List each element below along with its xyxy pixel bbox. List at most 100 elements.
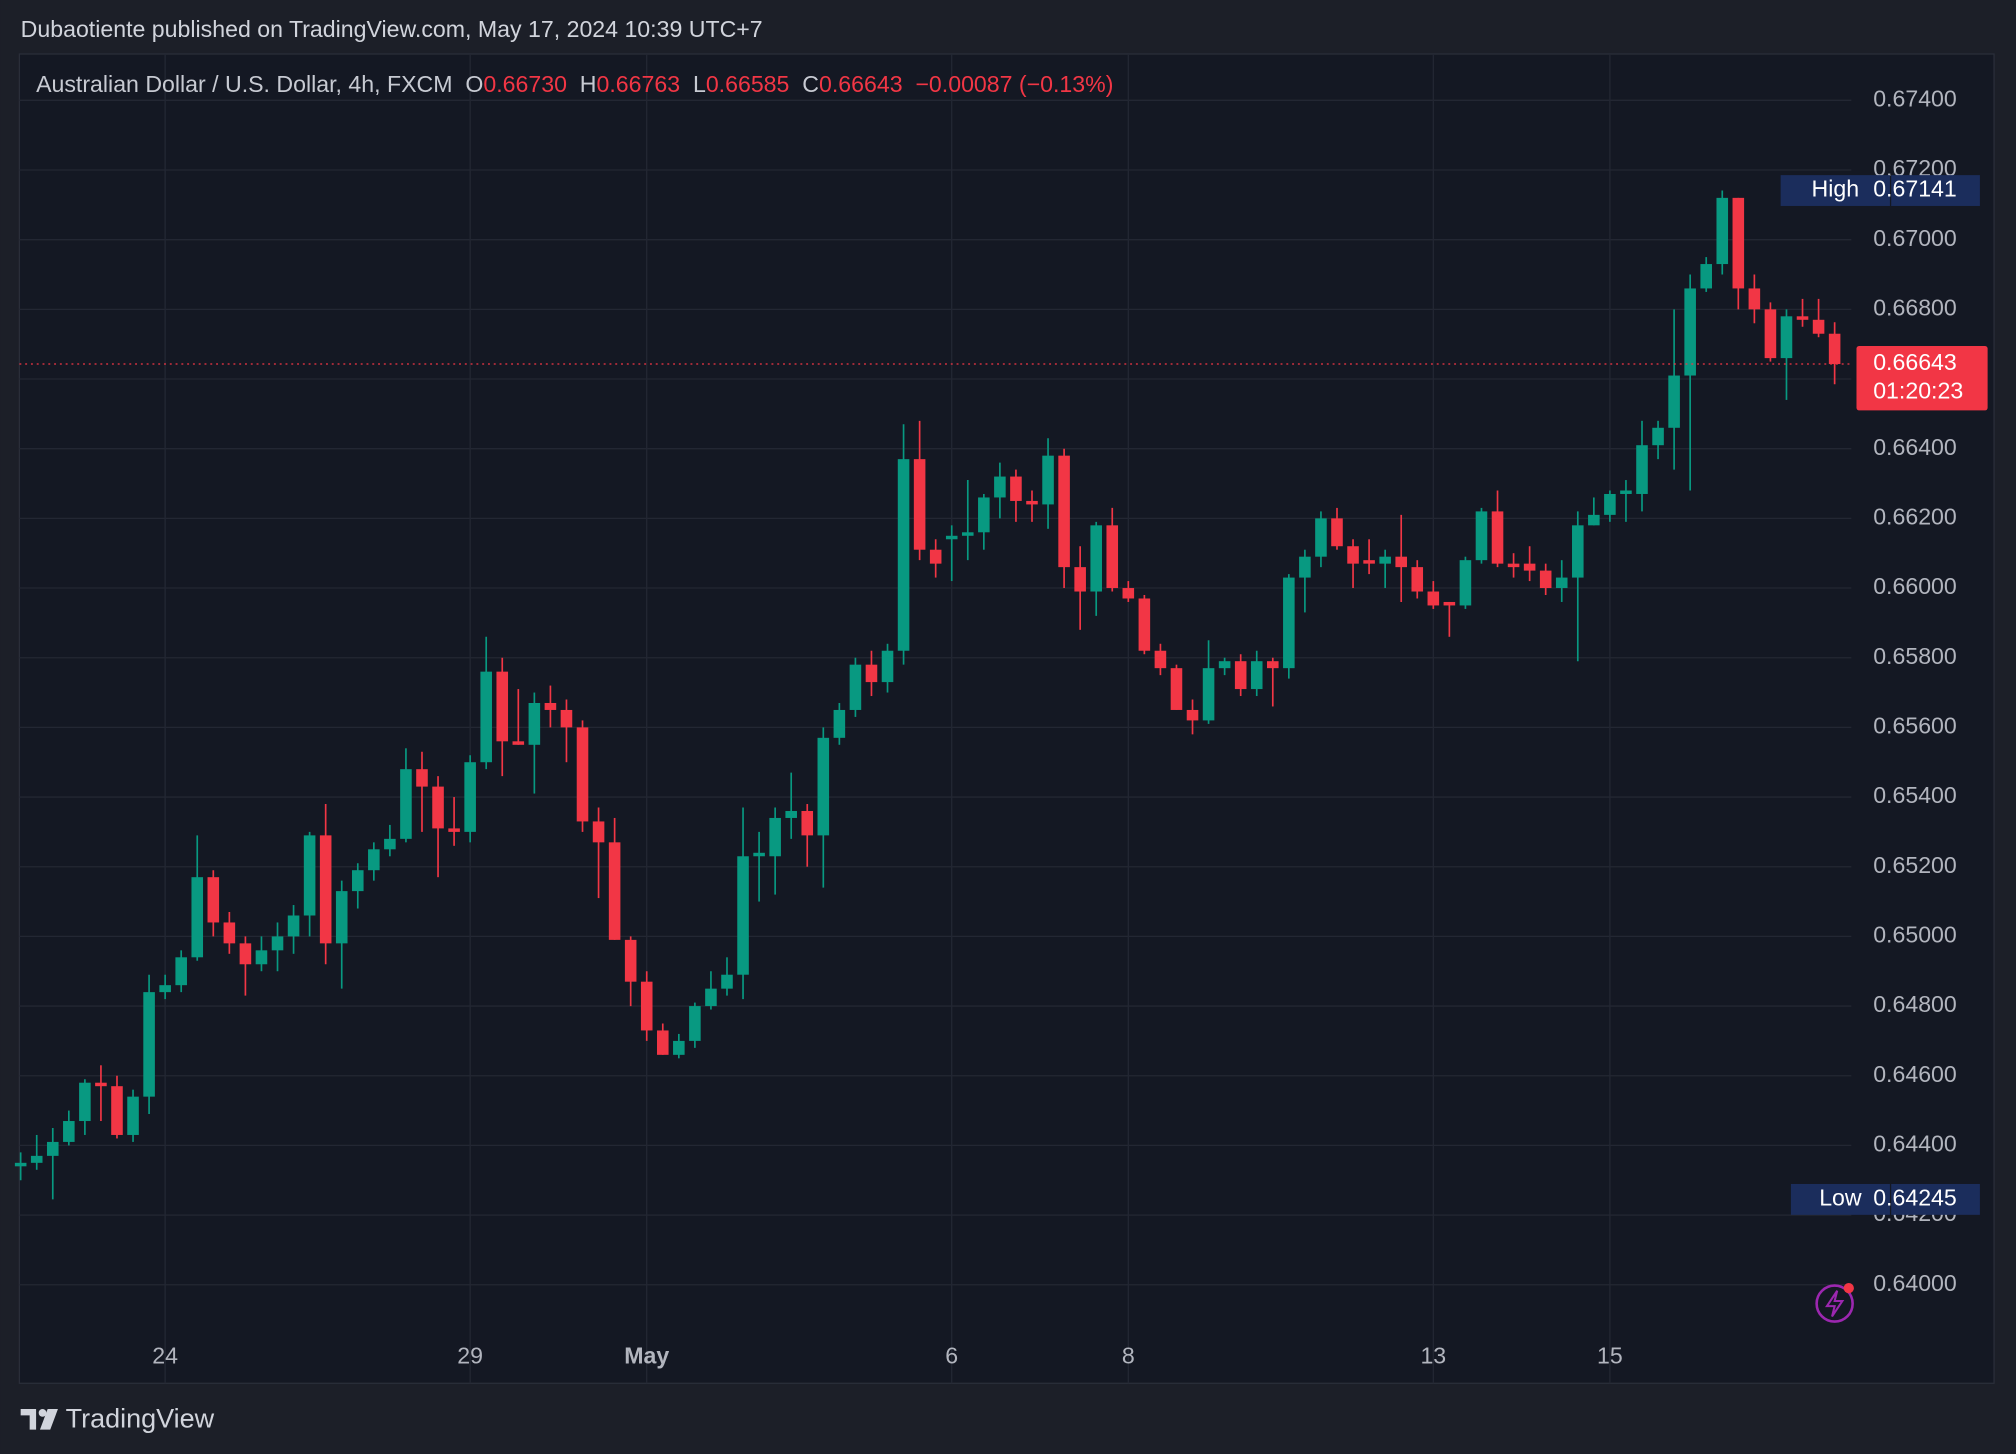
- legend-item: 0.66643: [819, 71, 903, 97]
- body: [1170, 668, 1183, 710]
- body: [961, 532, 974, 536]
- body: [1732, 197, 1745, 289]
- body: [640, 981, 653, 1031]
- body: [913, 459, 926, 550]
- body: [1684, 288, 1696, 376]
- body: [1764, 309, 1777, 359]
- x-tick-label: 24: [152, 1343, 178, 1369]
- brand-logo: [20, 1409, 58, 1430]
- body: [384, 838, 396, 850]
- y-tick-label: 0.66400: [1873, 434, 1957, 460]
- y-tick-label: 0.65600: [1873, 712, 1957, 738]
- body: [271, 936, 284, 951]
- body: [400, 769, 412, 839]
- body: [1283, 577, 1295, 669]
- body: [79, 1082, 91, 1122]
- y-tick-label: 0.65800: [1873, 643, 1957, 669]
- lightning-icon: [1815, 1283, 1854, 1323]
- body: [335, 891, 348, 944]
- body: [929, 549, 942, 564]
- body: [897, 459, 910, 651]
- y-tick-label: 0.66200: [1873, 503, 1957, 529]
- body: [1122, 588, 1135, 599]
- badge-label: Low: [1819, 1185, 1862, 1211]
- symbol-legend: Australian Dollar / U.S. Dollar, 4h, FXC…: [36, 71, 1113, 97]
- badge-value-bg: [1891, 175, 1980, 206]
- body: [1267, 661, 1279, 669]
- body: [624, 939, 637, 982]
- x-tick-label: 13: [1420, 1343, 1446, 1369]
- body: [1668, 375, 1680, 428]
- body: [1315, 518, 1327, 557]
- plot-area: [18, 53, 1995, 1384]
- y-tick-label: 0.67400: [1873, 85, 1957, 111]
- body: [753, 852, 765, 857]
- brand: TradingView: [66, 1404, 215, 1434]
- badge-label: High: [1811, 176, 1859, 202]
- body: [255, 950, 268, 965]
- price-badge: [1856, 346, 1988, 411]
- body: [143, 992, 155, 1097]
- body: [303, 835, 316, 916]
- body: [1555, 577, 1568, 589]
- body: [1042, 455, 1054, 505]
- legend-item: Australian Dollar / U.S. Dollar, 4h, FXC…: [36, 71, 452, 97]
- body: [287, 915, 300, 937]
- body: [1186, 709, 1199, 721]
- body: [1780, 316, 1793, 359]
- body: [207, 877, 220, 923]
- body: [544, 702, 557, 710]
- y-tick-label: 0.64800: [1873, 991, 1957, 1017]
- body: [705, 988, 717, 1007]
- legend-item: C: [802, 71, 819, 97]
- y-tick-label: 0.67000: [1873, 225, 1957, 251]
- badge-label-bg: [1780, 175, 1890, 206]
- body: [673, 1040, 685, 1055]
- body: [512, 741, 525, 745]
- y-tick-label: 0.65400: [1873, 782, 1957, 808]
- body: [1636, 445, 1648, 494]
- body: [849, 664, 862, 710]
- body: [1299, 556, 1311, 578]
- x-tick-label: May: [624, 1343, 669, 1369]
- body: [1700, 264, 1712, 289]
- body: [721, 974, 733, 989]
- x-tick-label: 15: [1597, 1343, 1623, 1369]
- body: [175, 957, 187, 986]
- body: [689, 1006, 701, 1041]
- body: [30, 1155, 43, 1163]
- body: [319, 835, 332, 944]
- body: [1379, 556, 1391, 564]
- body: [560, 709, 573, 728]
- body: [833, 709, 846, 738]
- body: [1090, 525, 1102, 592]
- body: [1347, 546, 1359, 564]
- body: [351, 870, 364, 892]
- body: [1796, 316, 1809, 320]
- body: [1010, 476, 1022, 501]
- body: [1331, 518, 1343, 547]
- body: [416, 769, 428, 787]
- body: [95, 1082, 107, 1087]
- body: [1106, 525, 1119, 589]
- body: [881, 650, 894, 683]
- body: [769, 817, 781, 857]
- body: [496, 671, 509, 742]
- y-tick-label: 0.64400: [1873, 1131, 1957, 1157]
- legend-item: O: [465, 71, 483, 97]
- body: [528, 702, 541, 745]
- body: [592, 821, 605, 843]
- body: [1395, 556, 1407, 568]
- body: [994, 476, 1006, 498]
- x-tick-label: 8: [1122, 1343, 1135, 1369]
- body: [464, 762, 476, 832]
- body: [1652, 427, 1664, 446]
- body: [1074, 567, 1086, 592]
- body: [46, 1141, 59, 1156]
- body: [1748, 288, 1761, 310]
- body: [1411, 567, 1424, 592]
- badge-value: 0.67141: [1873, 176, 1957, 202]
- body: [1459, 560, 1472, 606]
